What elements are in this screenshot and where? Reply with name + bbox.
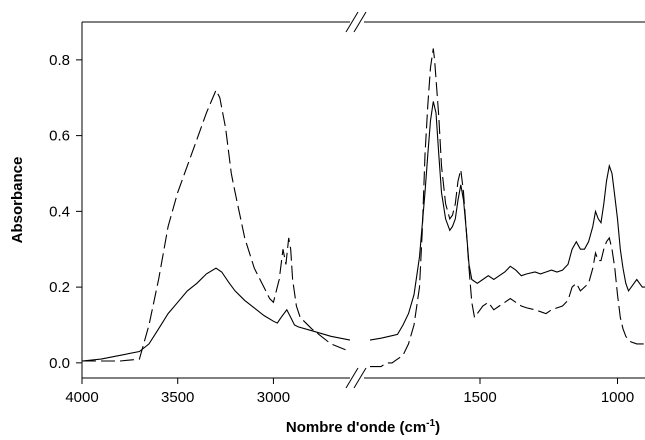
x-tick-label: 4000 bbox=[65, 389, 98, 406]
x-axis-title-main: Nombre d'onde (cm bbox=[286, 419, 426, 436]
y-tick-label: 0.8 bbox=[49, 52, 70, 69]
series-dashed-line bbox=[82, 48, 645, 368]
ticks-layer: 4000 3500 3000 1500 1000 0.0 0.2 0.4 0.6 0.8 bbox=[49, 52, 634, 406]
y-tick-label: 0.2 bbox=[49, 279, 70, 296]
axis-break-slash bbox=[353, 367, 367, 389]
x-axis-title-suffix: ) bbox=[435, 419, 440, 436]
axis-break-slash bbox=[345, 367, 359, 389]
y-axis-title: Absorbance bbox=[9, 157, 26, 244]
x-tick-label: 1500 bbox=[463, 389, 496, 406]
axis-break-slash bbox=[353, 11, 367, 33]
x-tick-label: 3500 bbox=[161, 389, 194, 406]
axes-layer bbox=[81, 21, 645, 379]
axis-break-gap bbox=[350, 19, 364, 25]
y-tick-label: 0.0 bbox=[49, 355, 70, 372]
x-axis-title: Nombre d'onde (cm-1) bbox=[286, 418, 440, 436]
axis-break-slash bbox=[345, 11, 359, 33]
y-tick-label: 0.4 bbox=[49, 203, 70, 220]
y-tick-label: 0.6 bbox=[49, 128, 70, 145]
series-layer bbox=[82, 48, 645, 368]
axis-break-gap bbox=[350, 375, 364, 381]
x-tick-label: 1000 bbox=[601, 389, 634, 406]
series-solid-line bbox=[82, 101, 645, 362]
x-tick-label: 3000 bbox=[257, 389, 290, 406]
x-axis-title-sup: -1 bbox=[426, 418, 435, 429]
axis-break bbox=[345, 11, 367, 389]
